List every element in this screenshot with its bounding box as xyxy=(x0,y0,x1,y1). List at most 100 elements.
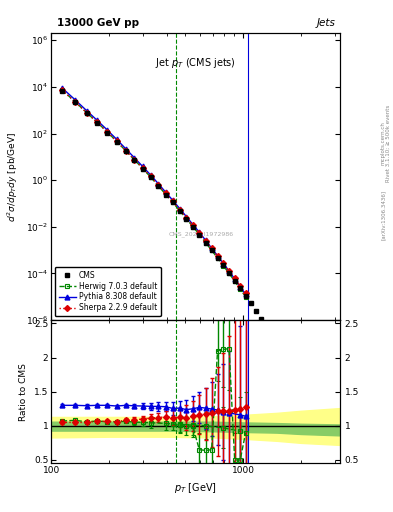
Line: Herwig 7.0.3 default: Herwig 7.0.3 default xyxy=(60,88,248,300)
CMS xyxy=(254,308,259,314)
Sherpa 2.2.9 default xyxy=(184,215,189,221)
Pythia 8.308 default xyxy=(215,253,220,259)
Pythia 8.308 default xyxy=(191,221,195,227)
Line: Sherpa 2.2.9 default: Sherpa 2.2.9 default xyxy=(60,88,248,295)
Line: CMS: CMS xyxy=(60,88,299,376)
Pythia 8.308 default xyxy=(163,189,168,195)
Herwig 7.0.3 default xyxy=(84,110,89,116)
Herwig 7.0.3 default xyxy=(95,119,99,125)
CMS xyxy=(289,362,294,369)
CMS xyxy=(243,293,248,299)
Pythia 8.308 default xyxy=(197,229,202,236)
Herwig 7.0.3 default xyxy=(148,174,153,180)
Pythia 8.308 default xyxy=(184,214,189,220)
CMS xyxy=(191,224,195,230)
Sherpa 2.2.9 default xyxy=(215,253,220,259)
Sherpa 2.2.9 default xyxy=(227,268,231,274)
Pythia 8.308 default xyxy=(238,284,242,290)
CMS xyxy=(284,355,289,361)
Pythia 8.308 default xyxy=(60,85,64,91)
Pythia 8.308 default xyxy=(203,237,208,243)
Pythia 8.308 default xyxy=(84,108,89,114)
Sherpa 2.2.9 default xyxy=(203,238,208,244)
Pythia 8.308 default xyxy=(170,197,175,203)
Herwig 7.0.3 default xyxy=(170,199,175,205)
Sherpa 2.2.9 default xyxy=(177,207,182,213)
Text: [arXiv:1306.3436]: [arXiv:1306.3436] xyxy=(381,190,386,240)
Pythia 8.308 default xyxy=(227,268,231,274)
CMS xyxy=(163,191,168,198)
Herwig 7.0.3 default xyxy=(215,255,220,261)
Pythia 8.308 default xyxy=(177,205,182,211)
CMS xyxy=(170,199,175,205)
CMS xyxy=(221,262,226,268)
CMS xyxy=(140,166,145,172)
Herwig 7.0.3 default xyxy=(114,138,119,144)
Sherpa 2.2.9 default xyxy=(197,230,202,236)
Sherpa 2.2.9 default xyxy=(163,190,168,197)
Pythia 8.308 default xyxy=(156,181,161,187)
Herwig 7.0.3 default xyxy=(191,224,195,230)
Herwig 7.0.3 default xyxy=(243,294,248,300)
CMS xyxy=(215,255,220,261)
Text: Jet $p_T$ (CMS jets): Jet $p_T$ (CMS jets) xyxy=(155,56,236,70)
Sherpa 2.2.9 default xyxy=(232,275,237,282)
Sherpa 2.2.9 default xyxy=(221,261,226,267)
Herwig 7.0.3 default xyxy=(232,278,237,284)
Herwig 7.0.3 default xyxy=(184,216,189,222)
Pythia 8.308 default xyxy=(132,155,137,161)
Sherpa 2.2.9 default xyxy=(170,198,175,204)
Sherpa 2.2.9 default xyxy=(140,165,145,171)
Herwig 7.0.3 default xyxy=(163,191,168,197)
Herwig 7.0.3 default xyxy=(209,247,214,253)
CMS xyxy=(105,130,110,136)
Line: Pythia 8.308 default: Pythia 8.308 default xyxy=(60,86,248,297)
CMS xyxy=(274,339,279,346)
Sherpa 2.2.9 default xyxy=(191,222,195,228)
Herwig 7.0.3 default xyxy=(197,231,202,238)
CMS xyxy=(123,148,128,155)
Herwig 7.0.3 default xyxy=(221,263,226,269)
Sherpa 2.2.9 default xyxy=(156,182,161,188)
CMS xyxy=(84,110,89,116)
CMS xyxy=(156,183,161,189)
CMS xyxy=(114,139,119,145)
CMS xyxy=(227,270,231,276)
CMS xyxy=(72,99,77,105)
Sherpa 2.2.9 default xyxy=(209,245,214,251)
Sherpa 2.2.9 default xyxy=(114,138,119,144)
CMS xyxy=(264,324,269,330)
Sherpa 2.2.9 default xyxy=(238,283,242,289)
Sherpa 2.2.9 default xyxy=(123,147,128,154)
Sherpa 2.2.9 default xyxy=(148,174,153,180)
Herwig 7.0.3 default xyxy=(238,286,242,292)
Text: CMS_2021_I1972986: CMS_2021_I1972986 xyxy=(169,231,234,237)
Text: Jets: Jets xyxy=(317,18,336,28)
Text: 13000 GeV pp: 13000 GeV pp xyxy=(57,18,139,28)
Pythia 8.308 default xyxy=(123,146,128,152)
CMS xyxy=(209,247,214,253)
CMS xyxy=(269,332,274,338)
Pythia 8.308 default xyxy=(232,276,237,282)
Sherpa 2.2.9 default xyxy=(132,157,137,163)
CMS xyxy=(60,88,64,94)
Sherpa 2.2.9 default xyxy=(60,87,64,93)
Herwig 7.0.3 default xyxy=(203,240,208,246)
Pythia 8.308 default xyxy=(243,291,248,297)
Y-axis label: Ratio to CMS: Ratio to CMS xyxy=(19,362,28,421)
CMS xyxy=(177,208,182,214)
Herwig 7.0.3 default xyxy=(156,183,161,189)
Pythia 8.308 default xyxy=(72,97,77,103)
CMS xyxy=(197,231,202,238)
CMS xyxy=(184,216,189,222)
Text: Rivet 3.1.10; ≥ 500k events: Rivet 3.1.10; ≥ 500k events xyxy=(386,105,391,182)
CMS xyxy=(95,120,99,126)
Sherpa 2.2.9 default xyxy=(105,129,110,135)
Pythia 8.308 default xyxy=(148,172,153,178)
CMS xyxy=(148,175,153,181)
Pythia 8.308 default xyxy=(105,127,110,133)
X-axis label: $p_T$ [GeV]: $p_T$ [GeV] xyxy=(174,481,217,495)
CMS xyxy=(203,240,208,246)
Herwig 7.0.3 default xyxy=(140,165,145,172)
CMS xyxy=(132,157,137,163)
